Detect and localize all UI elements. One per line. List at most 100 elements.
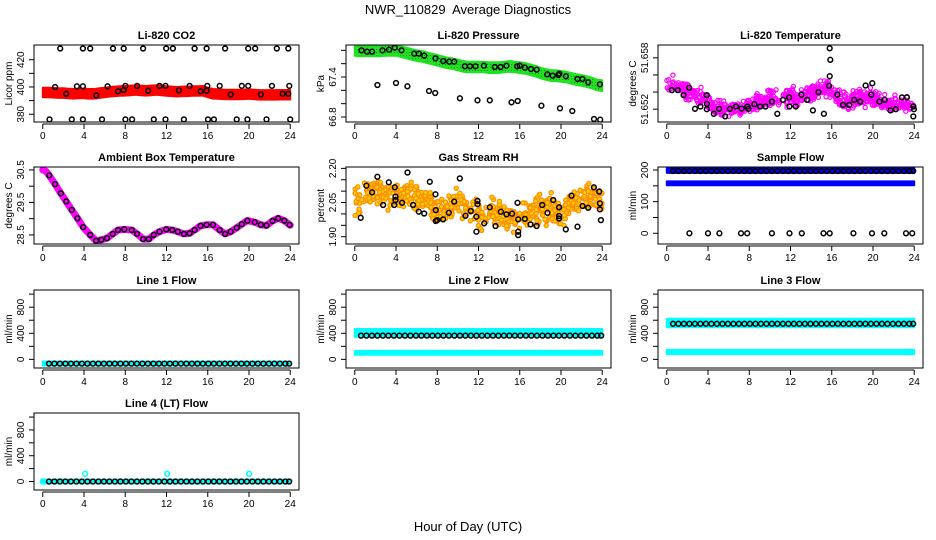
average-point	[421, 52, 428, 59]
average-point	[508, 210, 516, 217]
average-point	[451, 58, 458, 65]
minute-data-point	[496, 198, 503, 204]
average-point	[503, 62, 510, 69]
y-tick-label: 30.5	[16, 160, 27, 180]
average-point	[910, 106, 918, 113]
y-tick-label: 400	[16, 78, 27, 95]
average-point	[98, 236, 105, 243]
minute-data-point	[823, 94, 829, 100]
x-tick-label: 0	[352, 377, 358, 388]
x-tick-label: 0	[352, 253, 358, 264]
average-point	[462, 212, 469, 219]
minute-data-point	[675, 80, 682, 86]
average-point	[275, 215, 282, 222]
average-point	[109, 230, 116, 238]
minute-data-point	[490, 213, 496, 220]
x-tick-label: 24	[909, 377, 921, 388]
minute-data-point	[863, 93, 869, 100]
average-point	[550, 196, 557, 204]
average-point	[851, 96, 858, 104]
x-tick-label: 12	[161, 253, 173, 264]
panel-title: Li-820 Pressure	[438, 30, 520, 42]
minute-data-point	[867, 85, 874, 91]
average-point	[432, 89, 439, 97]
average-point	[109, 45, 117, 52]
average-point	[287, 116, 294, 122]
plot-area	[39, 167, 294, 244]
x-tick-label: 16	[514, 131, 526, 142]
average-point	[568, 192, 575, 199]
average-point	[680, 91, 687, 99]
minute-data-point	[415, 201, 421, 207]
average-point	[398, 199, 406, 206]
average-point	[898, 94, 906, 101]
x-tick-label: 4	[393, 131, 399, 142]
average-point	[204, 82, 211, 90]
minute-data-point	[413, 183, 419, 190]
average-point	[93, 92, 100, 99]
x-tick-label: 20	[243, 377, 255, 388]
average-point	[562, 226, 569, 233]
average-point	[169, 45, 177, 52]
average-point	[887, 107, 894, 114]
average-point	[379, 201, 387, 209]
minute-data-point	[528, 210, 535, 217]
y-tick-label: 0	[328, 356, 339, 362]
average-point	[691, 105, 699, 112]
average-point	[562, 73, 570, 80]
average-point	[596, 81, 604, 88]
average-point	[263, 116, 270, 122]
plot-area	[41, 45, 294, 122]
average-point	[491, 63, 498, 71]
average-point	[244, 217, 251, 224]
minute-data-point	[467, 218, 474, 224]
y-tick-label: 0	[640, 230, 651, 236]
minute-data-point	[577, 187, 583, 193]
minute-data-point	[442, 199, 449, 205]
minute-data-point	[585, 188, 592, 194]
minute-data-point	[82, 470, 89, 477]
minute-data-point	[683, 96, 689, 103]
y-axis-title: ml/min	[4, 314, 15, 343]
panel-sample-flow: Sample Flow 0 100 200 ml/min 0 4 8 12 16 20 24	[628, 152, 924, 264]
average-point	[722, 113, 729, 120]
x-tick-label: 20	[243, 131, 255, 142]
minute-data-point	[520, 200, 526, 206]
average-point	[909, 230, 916, 237]
average-point	[156, 82, 163, 90]
minute-data-band	[353, 45, 604, 92]
minute-data-point	[534, 217, 540, 224]
x-tick-label: 4	[393, 377, 399, 388]
average-point	[79, 83, 87, 90]
average-point	[391, 184, 398, 191]
y-tick-label: 2.05	[328, 192, 339, 212]
average-point	[774, 110, 781, 117]
average-point	[227, 228, 234, 235]
average-point	[221, 45, 229, 52]
average-point	[515, 216, 522, 223]
x-tick-label: 16	[202, 131, 214, 142]
average-point	[114, 226, 122, 234]
average-point	[862, 82, 869, 89]
average-point	[533, 222, 540, 230]
y-tick-label: 28.5	[16, 225, 27, 245]
average-point	[751, 101, 758, 108]
x-tick-label: 20	[867, 253, 879, 264]
minute-data-point	[571, 189, 577, 195]
x-tick-label: 20	[867, 131, 879, 142]
minute-data-point	[461, 198, 467, 205]
minute-data-point	[758, 93, 764, 100]
average-point	[846, 101, 853, 109]
average-point	[826, 45, 833, 52]
minute-data-point	[862, 104, 868, 111]
x-tick-label: 0	[664, 131, 670, 142]
minute-data-point	[498, 217, 504, 223]
minute-data-point	[726, 113, 732, 120]
average-point	[738, 105, 745, 112]
minute-data-point	[888, 97, 894, 103]
average-point	[768, 230, 776, 237]
average-point	[555, 212, 563, 220]
average-point	[906, 320, 913, 327]
average-point	[233, 116, 240, 122]
